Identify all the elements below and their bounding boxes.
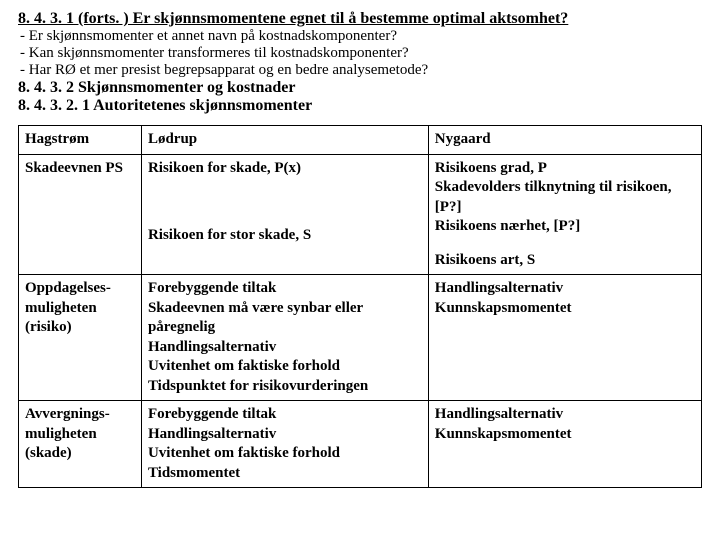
table-cell: Forebyggende tiltakSkadeevnen må være sy… [141, 275, 428, 401]
table-header-cell: Lødrup [141, 126, 428, 155]
subsection-heading: 8. 4. 3. 2 Skjønnsmomenter og kostnader [18, 79, 702, 97]
comparison-table: Hagstrøm Lødrup Nygaard Skadeevnen PS Ri… [18, 125, 702, 488]
table-cell: Risikoens grad, PSkadevolders tilknytnin… [428, 154, 701, 275]
table-row: Avvergnings-muligheten (skade) Forebygge… [19, 401, 702, 488]
table-cell: Risikoen for skade, P(x) Risikoen for st… [141, 154, 428, 275]
bullet-line: - Har RØ et mer presist begrepsapparat o… [18, 62, 702, 79]
table-row: Skadeevnen PS Risikoen for skade, P(x) R… [19, 154, 702, 275]
table-cell: Avvergnings-muligheten (skade) [19, 401, 142, 488]
table-cell: Skadeevnen PS [19, 154, 142, 275]
bullet-line: - Kan skjønnsmomenter transformeres til … [18, 45, 702, 62]
table-header-row: Hagstrøm Lødrup Nygaard [19, 126, 702, 155]
table-row: Oppdagelses-muligheten (risiko) Forebygg… [19, 275, 702, 401]
table-cell: HandlingsalternativKunnskapsmomentet [428, 401, 701, 488]
table-cell: Forebyggende tiltakHandlingsalternativUv… [141, 401, 428, 488]
table-header-cell: Nygaard [428, 126, 701, 155]
table-cell: HandlingsalternativKunnskapsmomentet [428, 275, 701, 401]
subsection-heading: 8. 4. 3. 2. 1 Autoritetenes skjønnsmomen… [18, 97, 702, 115]
table-header-cell: Hagstrøm [19, 126, 142, 155]
bullet-line: - Er skjønnsmomenter et annet navn på ko… [18, 28, 702, 45]
table-cell: Oppdagelses-muligheten (risiko) [19, 275, 142, 401]
section-heading: 8. 4. 3. 1 (forts. ) Er skjønnsmomentene… [18, 10, 702, 28]
